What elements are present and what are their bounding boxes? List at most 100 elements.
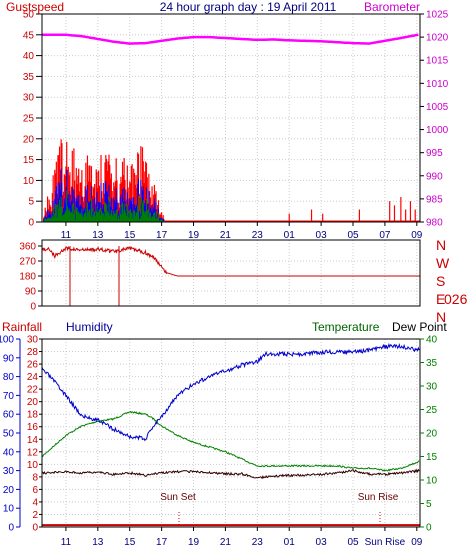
barometer-tick-label: 990	[426, 171, 443, 182]
humidity-tick-label: 80	[3, 372, 15, 383]
time-tick-label: 13	[92, 230, 104, 241]
rainfall-tick-label: 16	[27, 422, 39, 433]
barometer-tick-label: 995	[426, 148, 443, 159]
humidity-label: Humidity	[66, 320, 113, 334]
time-tick-label: 01	[284, 537, 296, 548]
temperature-tick-label: 15	[426, 452, 438, 463]
rainfall-tick-label: 30	[27, 335, 39, 346]
rainfall-label: Rainfall	[2, 320, 42, 334]
time-axis-bottom: 11 13 15 17 19 21 23 01 03 05 Sun Rise 09	[61, 527, 423, 548]
rainfall-tick-label: 14	[27, 435, 39, 446]
temperature-tick-label: 10	[426, 476, 438, 487]
gust-tick-label: 15	[23, 155, 35, 166]
rainfall-tick-label: 6	[32, 485, 38, 496]
time-tick-label: 21	[220, 230, 232, 241]
time-tick-label: 03	[316, 230, 328, 241]
compass-letter: E	[436, 291, 445, 307]
humidity-tick-label: 40	[3, 447, 15, 458]
gust-axis: 0 5 10 15 20 25 30 35 40 45 50	[23, 10, 42, 229]
gust-tick-label: 10	[23, 176, 35, 187]
compass-letter: N	[436, 309, 446, 325]
gustspeed-label: Gustspeed	[6, 0, 64, 14]
gust-tick-label: 5	[28, 197, 34, 208]
humidity-tick-label: 70	[3, 391, 15, 402]
direction-tick-label: 0	[30, 302, 36, 313]
time-tick-label: 17	[156, 537, 168, 548]
compass-letter: W	[436, 255, 450, 271]
rainfall-tick-label: 18	[27, 410, 39, 421]
temperature-tick-label: 0	[426, 523, 432, 534]
compass-letter: S	[436, 273, 445, 289]
direction-frame	[41, 239, 421, 307]
direction-tick-label: 180	[19, 272, 36, 283]
gust-tick-label: 25	[23, 114, 35, 125]
rainfall-tick-label: 2	[32, 510, 38, 521]
time-tick-label: 11	[61, 230, 72, 241]
humidity-tick-label: 90	[3, 353, 15, 364]
gust-tick-label: 40	[23, 51, 35, 62]
temperature-tick-label: 30	[426, 382, 438, 393]
sunrise-label: Sun Rise	[358, 492, 399, 503]
wind-low-bars	[43, 190, 165, 222]
dewpoint-label: Dew Point	[392, 320, 447, 334]
time-tick-label: 05	[347, 537, 359, 548]
direction-tick-label: 360	[19, 242, 36, 253]
direction-axis: 0 90 180 270 360	[19, 242, 42, 313]
rainfall-tick-label: 24	[27, 372, 39, 383]
sunset-label: Sun Set	[160, 492, 196, 503]
rainfall-tick-label: 0	[32, 523, 38, 534]
rainfall-tick-label: 22	[27, 385, 39, 396]
time-axis-top: 11 13 15 17 19 21 23 01 03 05 07 09	[61, 222, 423, 241]
bottom-panel: Sun Set Sun Rise 0102030405060708090100 …	[0, 335, 438, 549]
gust-tick-label: 35	[23, 72, 35, 83]
time-tick-label: 23	[252, 230, 264, 241]
time-tick-label: 21	[220, 537, 232, 548]
barometer-tick-label: 980	[426, 218, 443, 229]
rainfall-tick-label: 8	[32, 472, 38, 483]
time-tick-label: 11	[61, 537, 72, 548]
time-tick-label: 01	[284, 230, 296, 241]
rainfall-tick-label: 12	[27, 447, 39, 458]
time-tick-label: Sun Rise	[365, 537, 406, 548]
compass-letter: N	[436, 237, 446, 253]
temperature-line	[41, 410, 420, 472]
barometer-tick-label: 985	[426, 194, 443, 205]
barometer-tick-label: 1025	[426, 10, 449, 21]
time-tick-label: 15	[124, 537, 136, 548]
temperature-tick-label: 5	[426, 499, 432, 510]
temperature-tick-label: 20	[426, 429, 438, 440]
dewpoint-line	[41, 468, 420, 480]
barometer-label: Barometer	[364, 0, 420, 14]
temperature-axis: 0 5 10 15 20 25 30 35 40	[420, 335, 438, 534]
gust-tick-label: 0	[28, 218, 34, 229]
time-tick-label: 23	[252, 537, 264, 548]
time-tick-label: 05	[347, 230, 359, 241]
humidity-tick-label: 20	[3, 485, 15, 496]
gust-tick-label: 20	[23, 134, 35, 145]
direction-tick-label: 90	[25, 287, 37, 298]
barometer-axis: 980 985 990 995 1000 1005 1010 1015 1020 1025	[420, 10, 449, 229]
temperature-tick-label: 40	[426, 335, 438, 346]
current-direction: 026°	[444, 291, 468, 307]
rainfall-tick-label: 10	[27, 460, 39, 471]
chart-title: 24 hour graph day : 19 April 2011	[160, 0, 337, 14]
gust-tick-label: 50	[23, 10, 35, 21]
time-tick-label: 09	[411, 230, 423, 241]
humidity-tick-label: 10	[3, 504, 15, 515]
time-tick-label: 07	[379, 230, 391, 241]
time-tick-label: 09	[411, 537, 423, 548]
gust-tick-label: 45	[23, 30, 35, 41]
humidity-tick-label: 30	[3, 466, 15, 477]
humidity-tick-label: 0	[8, 523, 14, 534]
rainfall-tick-label: 20	[27, 397, 39, 408]
humidity-tick-label: 60	[3, 410, 15, 421]
humidity-axis: 0 10 20 30 40 50 60 70 80 90 100	[0, 335, 20, 534]
time-tick-label: 15	[124, 230, 136, 241]
barometer-tick-label: 1015	[426, 56, 449, 67]
barometer-line	[42, 33, 419, 45]
rainfall-tick-label: 26	[27, 360, 39, 371]
